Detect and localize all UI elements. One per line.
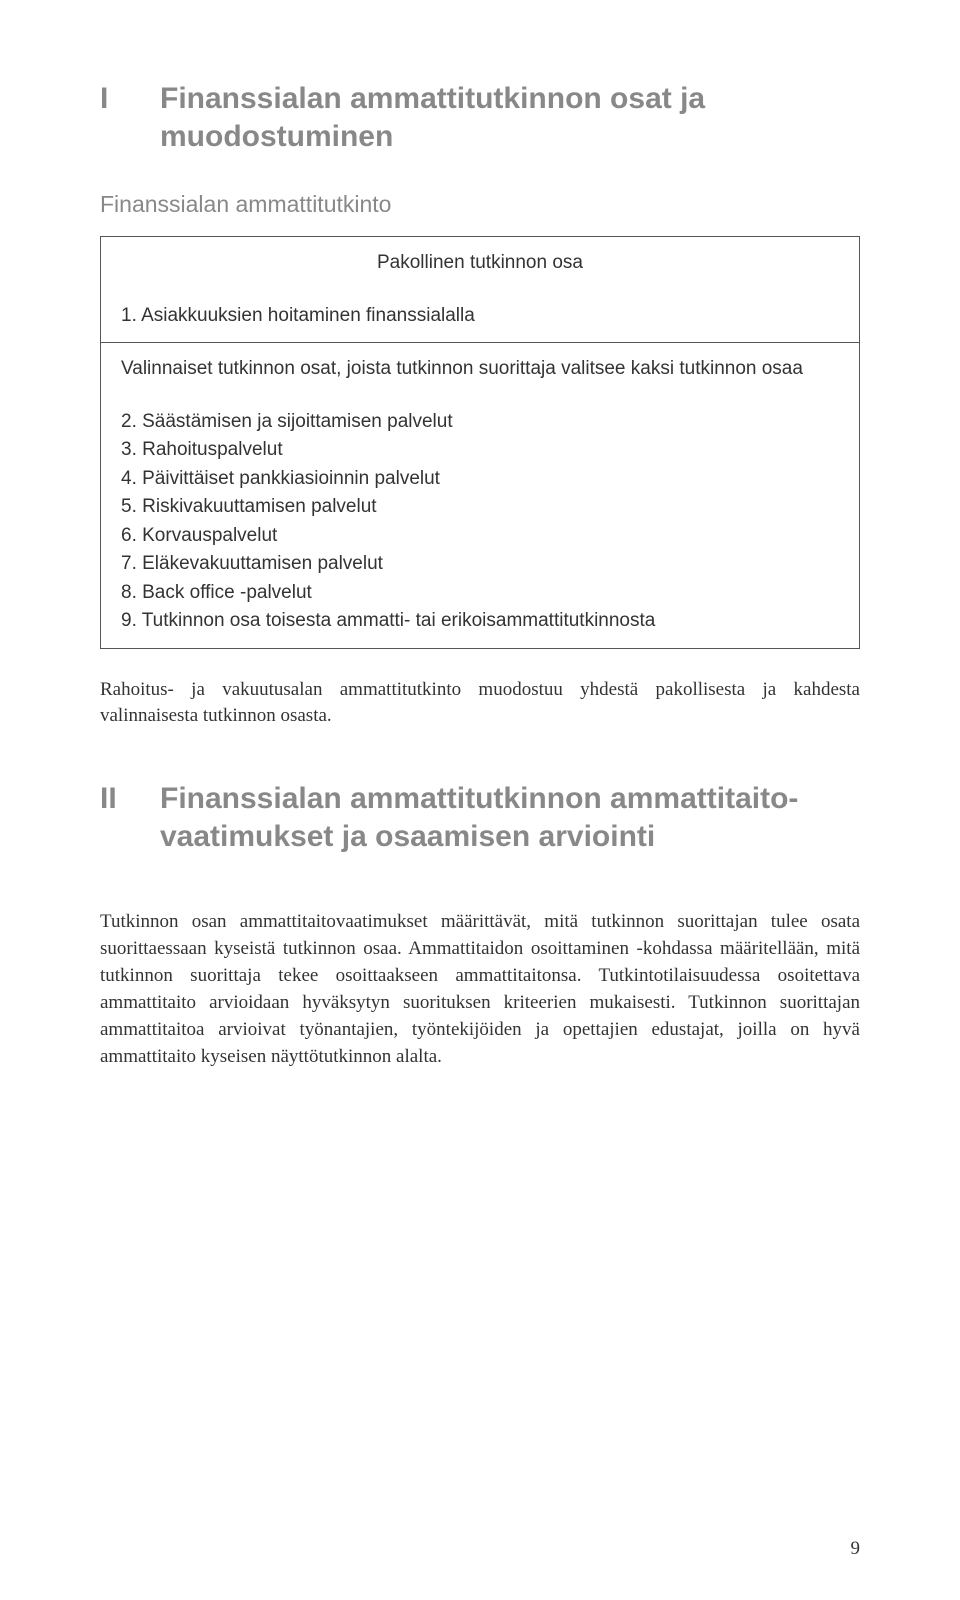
box-optional-header: Valinnaiset tutkinnon osat, joista tutki… (101, 343, 859, 396)
box-optional-item: 5. Riskivakuuttamisen palvelut (121, 493, 839, 522)
section-one-title: Finanssialan ammattitutkinnon osat ja mu… (160, 80, 860, 155)
paragraph-two: Tutkinnon osan ammattitaitovaatimukset m… (100, 909, 860, 1071)
paragraph-one: Rahoitus- ja vakuutusalan ammattitutkint… (100, 677, 860, 731)
box-optional-item: 2. Säästämisen ja sijoittamisen palvelut (121, 408, 839, 437)
box-optional-items: 2. Säästämisen ja sijoittamisen palvelut… (101, 396, 859, 648)
section-two-num: II (100, 780, 160, 855)
box-optional-item: 3. Rahoituspalvelut (121, 436, 839, 465)
section-two-heading: II Finanssialan ammattitutkinnon ammatti… (100, 780, 860, 855)
section-one-heading: I Finanssialan ammattitutkinnon osat ja … (100, 80, 860, 155)
section-one-num: I (100, 80, 160, 155)
box-optional-item: 8. Back office -palvelut (121, 579, 839, 608)
qualification-box: Pakollinen tutkinnon osa 1. Asiakkuuksie… (100, 236, 860, 649)
page-number: 9 (851, 1538, 861, 1560)
box-mandatory-item: 1. Asiakkuuksien hoitaminen finanssialal… (101, 290, 859, 343)
box-optional-item: 7. Eläkevakuuttamisen palvelut (121, 550, 839, 579)
box-optional-item: 4. Päivittäiset pankkiasioinnin palvelut (121, 465, 839, 494)
box-optional-item: 9. Tutkinnon osa toisesta ammatti- tai e… (121, 607, 839, 636)
box-mandatory-header: Pakollinen tutkinnon osa (101, 237, 859, 290)
section-two-title: Finanssialan ammattitutkinnon ammattitai… (160, 780, 860, 855)
subheading-one: Finanssialan ammattitutkinto (100, 191, 860, 218)
box-optional-item: 6. Korvauspalvelut (121, 522, 839, 551)
